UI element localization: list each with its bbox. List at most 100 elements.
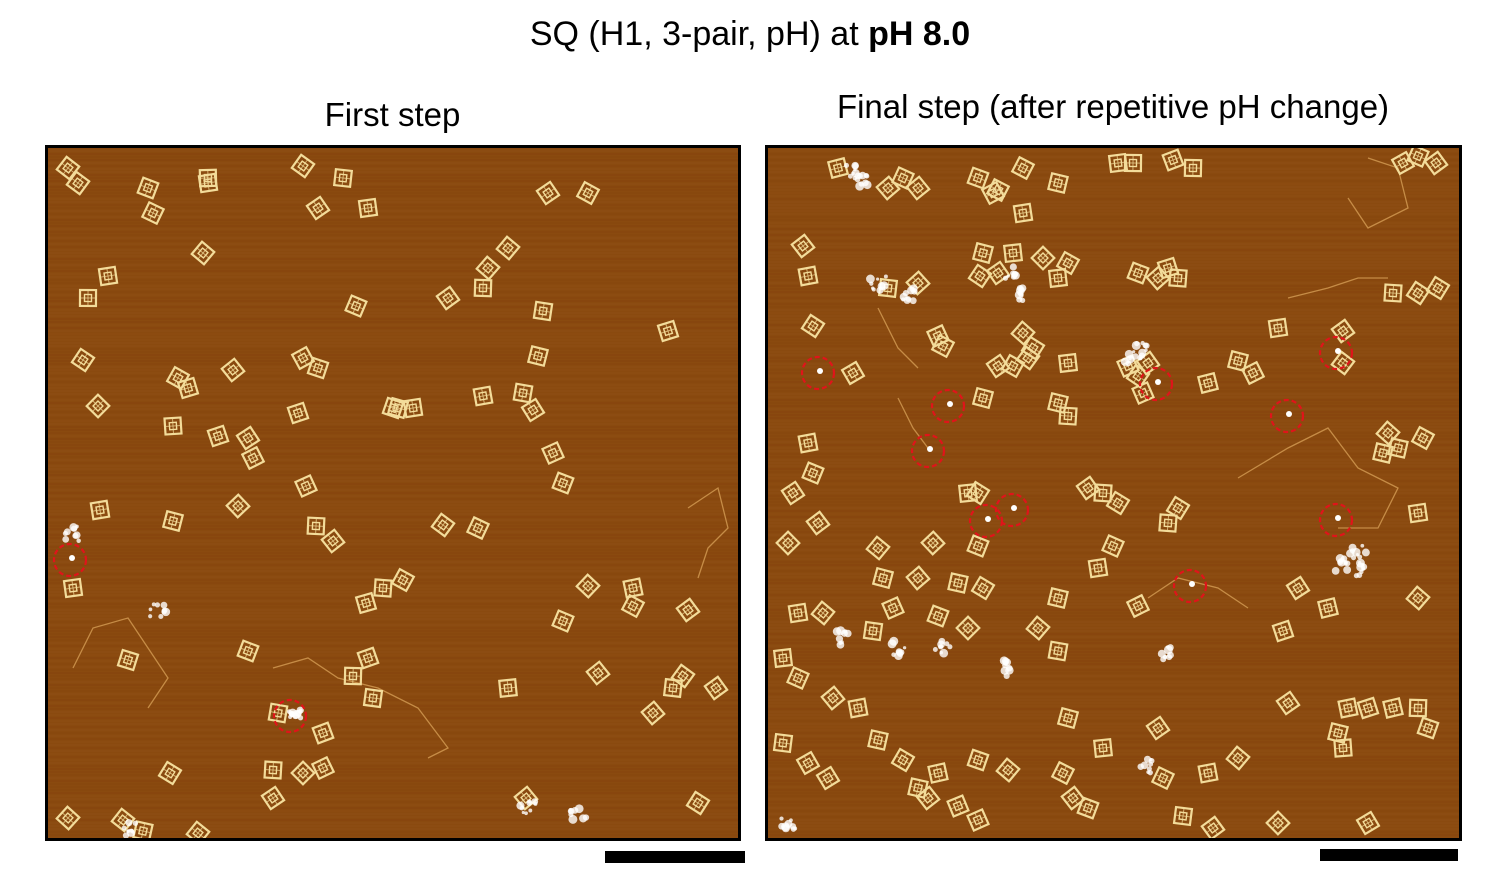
origami-tile — [1197, 762, 1219, 784]
origami-tile — [332, 167, 354, 189]
highlighted-aggregate — [289, 711, 295, 717]
origami-tile — [1168, 268, 1188, 288]
origami-tile — [1416, 716, 1440, 740]
highlight-circle — [52, 542, 88, 578]
highlight-circle — [800, 355, 836, 391]
origami-tile — [1093, 483, 1113, 503]
origami-tile — [140, 200, 166, 226]
origami-tile — [801, 461, 825, 485]
origami-tile — [390, 567, 416, 593]
origami-tile — [132, 820, 154, 838]
origami-tile — [640, 700, 666, 726]
origami-tile — [373, 578, 393, 598]
highlight-circle — [930, 388, 966, 424]
panel-label-final-step: Final step (after repetitive pH change) — [836, 88, 1390, 125]
panel-label-first-step: First step — [324, 96, 461, 133]
origami-tile — [1057, 352, 1079, 374]
aggregate — [567, 804, 590, 824]
dna-strand — [877, 307, 919, 369]
aggregate — [1137, 755, 1155, 776]
highlight-circle — [1138, 366, 1174, 402]
origami-tile — [475, 255, 501, 281]
highlight-circle — [1172, 568, 1208, 604]
aggregate — [854, 171, 872, 191]
origami-tile — [551, 471, 575, 495]
origami-tile — [1330, 350, 1356, 376]
origami-tile — [805, 510, 831, 536]
origami-tile — [946, 794, 970, 818]
origami-tile — [1337, 697, 1359, 719]
origami-tile — [1050, 760, 1076, 786]
origami-tile — [1265, 810, 1291, 836]
origami-tile — [551, 609, 575, 633]
origami-tile — [176, 376, 200, 400]
origami-tile — [78, 288, 98, 308]
origami-tile — [343, 666, 363, 686]
origami-tile — [532, 300, 554, 322]
origami-tile — [1383, 283, 1403, 303]
origami-tile — [520, 397, 546, 423]
afm-image-first-step — [45, 145, 741, 841]
origami-tile — [622, 577, 644, 599]
origami-tile — [1375, 420, 1401, 446]
origami-tile — [865, 535, 891, 561]
origami-tile — [236, 639, 260, 663]
origami-tile — [810, 600, 836, 626]
origami-tile — [165, 365, 191, 391]
highlighted-aggregate — [1335, 515, 1341, 521]
origami-tile — [1047, 392, 1069, 414]
aggregate — [778, 816, 798, 833]
origami-tile — [1200, 815, 1226, 838]
origami-tile — [1407, 502, 1429, 524]
origami-tile — [1196, 371, 1220, 395]
origami-tile — [840, 360, 866, 386]
origami-tile — [1076, 796, 1100, 820]
origami-tile — [1030, 245, 1056, 271]
origami-tile — [293, 473, 319, 499]
origami-tile — [526, 344, 550, 368]
dna-strand — [687, 486, 729, 579]
origami-tile — [1356, 696, 1380, 720]
dna-strand — [897, 397, 929, 449]
origami-tile — [966, 534, 990, 558]
origami-tile — [116, 648, 140, 672]
origami-tile — [62, 577, 84, 599]
origami-tile — [1010, 155, 1036, 181]
origami-tile — [1145, 715, 1171, 741]
origami-tile — [985, 353, 1011, 379]
origami-tile — [1056, 706, 1080, 730]
origami-tile — [871, 566, 895, 590]
origami-tile — [905, 175, 931, 201]
origami-tile — [1161, 148, 1185, 172]
origami-tile — [190, 240, 216, 266]
origami-tile — [890, 165, 916, 191]
origami-tile — [263, 760, 283, 780]
origami-tile — [790, 233, 816, 259]
origami-tile — [926, 604, 950, 628]
origami-tile — [1100, 533, 1126, 559]
aggregate — [121, 819, 139, 838]
origami-tile — [1355, 810, 1381, 836]
origami-tile — [1087, 557, 1109, 579]
origami-tile — [656, 319, 680, 343]
origami-tile — [1123, 153, 1143, 173]
origami-tile — [967, 263, 993, 289]
origami-tile — [1333, 738, 1353, 758]
origami-tile — [290, 760, 316, 786]
highlighted-aggregate — [1011, 505, 1017, 511]
origami-tile — [267, 702, 289, 724]
origami-tile — [85, 393, 111, 419]
figure-title: SQ (H1, 3-pair, pH) at pH 8.0 — [0, 14, 1500, 54]
highlight-circle — [1318, 335, 1354, 371]
origami-tile — [775, 530, 801, 556]
origami-tile — [1405, 585, 1431, 611]
origami-tile — [1240, 360, 1266, 386]
origami-tile — [815, 765, 841, 791]
origami-tile — [235, 425, 261, 451]
figure-title-bold: pH 8.0 — [868, 15, 971, 53]
origami-tile — [980, 180, 1006, 206]
highlight-circle — [1269, 398, 1305, 434]
origami-tile — [985, 260, 1011, 286]
aggregate — [62, 523, 81, 543]
origami-tile — [947, 572, 969, 594]
